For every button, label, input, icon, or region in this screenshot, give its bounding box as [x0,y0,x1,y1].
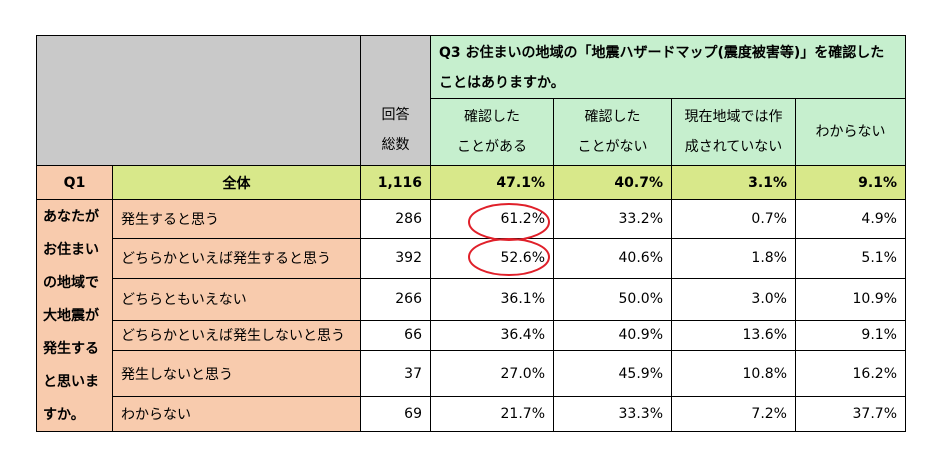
row-value: 9.1% [795,319,906,352]
row-value: 0.7% [671,199,796,239]
row-value: 3.0% [671,277,796,321]
row-value: 10.9% [795,277,906,321]
row-n: 37 [360,350,431,398]
row-label: どちらかといえば発生しないと思う [112,319,361,352]
row-value: 1.8% [671,237,796,279]
row-value: 36.4% [430,319,554,352]
row-value: 61.2% [430,199,554,239]
total-row-value: 47.1% [430,165,554,200]
question-header-line2: ことはありますか。 [439,75,565,91]
total-row-label: 全体 [112,165,361,200]
column-header-line1: わからない [815,124,886,140]
row-group-question-line: 発生する [43,341,99,357]
row-value: 10.8% [671,350,796,398]
total-row-value: 9.1% [795,165,906,200]
row-n: 392 [360,237,431,279]
row-n: 286 [360,199,431,239]
row-group-question-line: お住まい [43,242,99,258]
question-header: Q3 お住まいの地域の「地震ハザードマップ(震度被害等)」を確認した ことはあり… [430,35,906,99]
row-group-question-line: すか。 [43,407,85,423]
row-label: 発生しないと思う [112,350,361,398]
column-header-not-confirmed: 確認した ことがない [553,98,672,166]
row-label: 発生すると思う [112,199,361,239]
row-value: 37.7% [795,396,906,432]
row-value: 5.1% [795,237,906,279]
row-value: 16.2% [795,350,906,398]
column-header-line2: ことがある [457,139,527,155]
row-value: 27.0% [430,350,554,398]
row-group-question-line: と思いま [43,374,99,390]
row-n: 266 [360,277,431,321]
column-header-line1: 確認した [464,109,520,125]
row-label: どちらかといえば発生すると思う [112,237,361,279]
row-n: 66 [360,319,431,352]
respondents-header-line1: 回答 [381,106,410,123]
row-group-question-line: の地域で [43,275,99,291]
top-left-blank-cell [36,35,361,166]
column-header-unknown: わからない [795,98,906,166]
column-header-line1: 現在地域では作 [684,109,783,125]
column-header-line2: 成されていない [684,139,783,155]
row-value: 33.3% [553,396,672,432]
respondents-header-line2: 総数 [381,136,410,153]
column-header-confirmed: 確認した ことがある [430,98,554,166]
row-value: 45.9% [553,350,672,398]
row-value: 40.9% [553,319,672,352]
row-label: わからない [112,396,361,432]
respondents-header-cell: 回答 総数 [360,35,431,166]
total-row-value: 3.1% [671,165,796,200]
total-row-n: 1,116 [360,165,431,200]
row-group-question-line: 大地震が [43,308,99,324]
row-value: 36.1% [430,277,554,321]
row-value: 13.6% [671,319,796,352]
row-group-question-line: あなたが [43,209,99,225]
row-value: 33.2% [553,199,672,239]
row-label: どちらともいえない [112,277,361,321]
question-header-line1: Q3 お住まいの地域の「地震ハザードマップ(震度被害等)」を確認した [439,45,885,61]
column-header-line1: 確認した [584,109,641,125]
row-value: 7.2% [671,396,796,432]
row-value: 21.7% [430,396,554,432]
row-n: 69 [360,396,431,432]
row-value: 50.0% [553,277,672,321]
total-row-value: 40.7% [553,165,672,200]
row-group-label: Q1 [36,165,113,200]
row-value: 52.6% [430,237,554,279]
row-group-question: あなたが お住まい の地域で 大地震が 発生する と思いま すか。 [36,199,113,432]
column-header-line2: ことがない [577,139,648,155]
row-value: 4.9% [795,199,906,239]
survey-crosstab-table: 回答 総数 Q3 お住まいの地域の「地震ハザードマップ(震度被害等)」を確認した… [36,35,906,432]
row-value: 40.6% [553,237,672,279]
column-header-not-created: 現在地域では作 成されていない [671,98,796,166]
